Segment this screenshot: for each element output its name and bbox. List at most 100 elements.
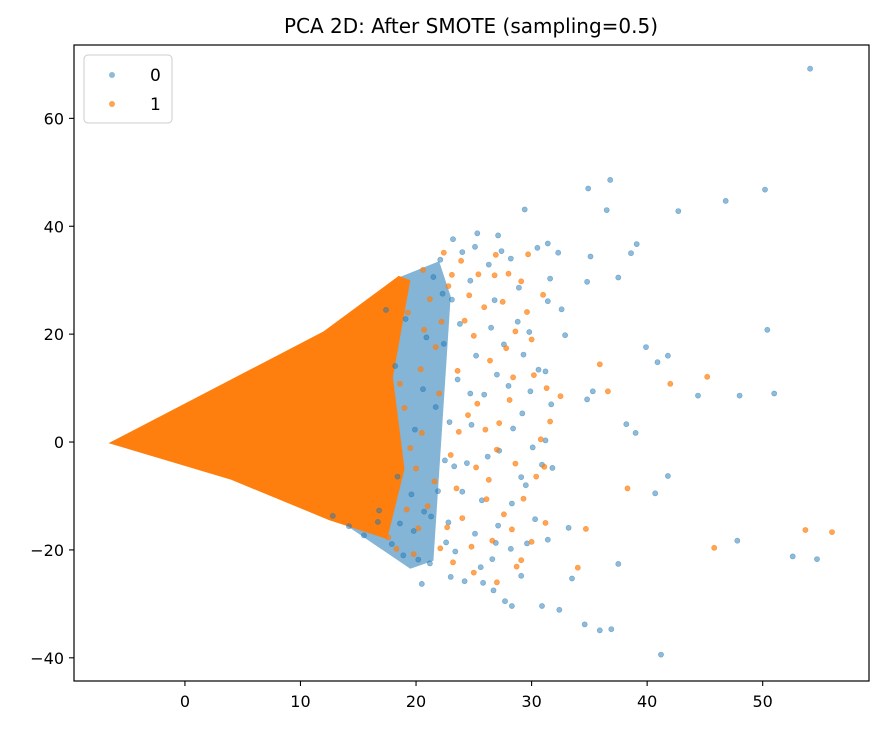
- series-0-point: [542, 368, 549, 375]
- series-0-point: [520, 351, 527, 358]
- series-0-point: [426, 560, 433, 567]
- series-0-point: [361, 532, 367, 539]
- series-0-point: [596, 627, 603, 634]
- series-0-point: [562, 332, 568, 339]
- series-1-point: [518, 278, 525, 285]
- series-0-point: [454, 376, 461, 383]
- series-1-point: [410, 551, 417, 558]
- series-0-point: [514, 318, 521, 325]
- series-1-point: [483, 496, 490, 503]
- series-1-point: [541, 463, 548, 470]
- series-1-point: [524, 309, 530, 315]
- series-1-point: [474, 400, 481, 407]
- series-0-point: [440, 340, 447, 347]
- series-0-point: [383, 306, 389, 313]
- series-1-point: [506, 397, 513, 403]
- series-0-point: [490, 587, 497, 594]
- series-1-point: [385, 534, 392, 541]
- series-0-point: [491, 297, 498, 304]
- series-0-point: [411, 426, 418, 433]
- series-1-point: [528, 336, 535, 343]
- series-1-point: [525, 251, 531, 258]
- series-0-point: [771, 390, 778, 397]
- series-0-point: [428, 513, 434, 520]
- series-0-point: [508, 500, 515, 507]
- series-0-point: [539, 603, 545, 609]
- x-tick-label: 40: [637, 692, 657, 711]
- series-0-point: [529, 444, 536, 451]
- series-1-point: [540, 291, 546, 298]
- series-0-point: [493, 371, 500, 378]
- series-1-point: [547, 418, 553, 425]
- series-0-point: [675, 208, 682, 214]
- series-0-point: [587, 253, 594, 260]
- series-1-point: [489, 537, 496, 544]
- series-0-point: [558, 306, 565, 313]
- series-1-point: [704, 373, 711, 380]
- series-0-point: [654, 359, 661, 366]
- series-1-point: [432, 344, 439, 350]
- series-0-point: [555, 249, 562, 256]
- series-0-point: [542, 437, 549, 444]
- series-0-point: [532, 516, 538, 523]
- series-0-point: [418, 581, 425, 587]
- series-0-point: [430, 274, 437, 280]
- series-0-point: [410, 528, 417, 534]
- series-0-point: [447, 574, 454, 580]
- series-0-point: [376, 507, 382, 514]
- series-1-point: [470, 569, 477, 576]
- series-0-point: [628, 250, 634, 257]
- series-1-point: [470, 332, 477, 339]
- series-0-point: [400, 552, 407, 559]
- series-0-point: [329, 513, 336, 519]
- series-0-point: [581, 621, 588, 628]
- series-0-point: [633, 241, 640, 247]
- plot-area: [108, 65, 835, 658]
- series-0-point: [736, 392, 743, 399]
- series-0-point: [408, 491, 415, 498]
- series-1-point: [583, 526, 589, 532]
- series-1-point: [450, 559, 456, 566]
- x-tick-label: 30: [521, 692, 541, 711]
- series-0-point: [461, 578, 468, 585]
- series-1-point: [444, 524, 451, 531]
- series-1-point: [543, 385, 550, 391]
- series-1-point: [458, 257, 464, 264]
- y-axis: −40 −20 0 20 40 60: [30, 109, 74, 668]
- series-0-point: [665, 352, 671, 359]
- series-0-point: [658, 651, 664, 658]
- series-0-point: [589, 388, 596, 395]
- legend: 0 1: [83, 54, 173, 124]
- series-0-point: [463, 460, 470, 466]
- series-0-point: [443, 539, 449, 546]
- series-1-point: [445, 283, 452, 289]
- series-0-point: [608, 626, 615, 633]
- series-0-point: [437, 256, 444, 263]
- series-0-point: [584, 396, 590, 403]
- series-0-point: [394, 473, 401, 480]
- series-0-point: [480, 579, 486, 586]
- chart-title: PCA 2D: After SMOTE (sampling=0.5): [284, 14, 658, 38]
- series-0-point: [435, 488, 441, 494]
- series-0-point: [764, 326, 771, 333]
- y-tick-label: 20: [44, 325, 64, 344]
- series-0-point: [603, 207, 610, 213]
- series-0-point: [807, 65, 813, 72]
- series-1-point: [496, 420, 503, 426]
- series-0-point: [607, 176, 614, 183]
- x-tick-label: 50: [753, 692, 773, 711]
- legend-box: [83, 54, 173, 124]
- series-1-point: [596, 361, 603, 368]
- series-0-point: [472, 243, 478, 250]
- series-0-point: [508, 603, 515, 609]
- series-1-point: [537, 436, 544, 443]
- series-0-point: [467, 277, 474, 284]
- series-1-point: [459, 515, 466, 521]
- series-1-point: [401, 405, 408, 411]
- series-1-point: [417, 366, 424, 373]
- series-0-point: [544, 298, 551, 305]
- series-0-point: [446, 419, 453, 425]
- series-0-point: [374, 519, 381, 525]
- series-0-point: [507, 545, 514, 552]
